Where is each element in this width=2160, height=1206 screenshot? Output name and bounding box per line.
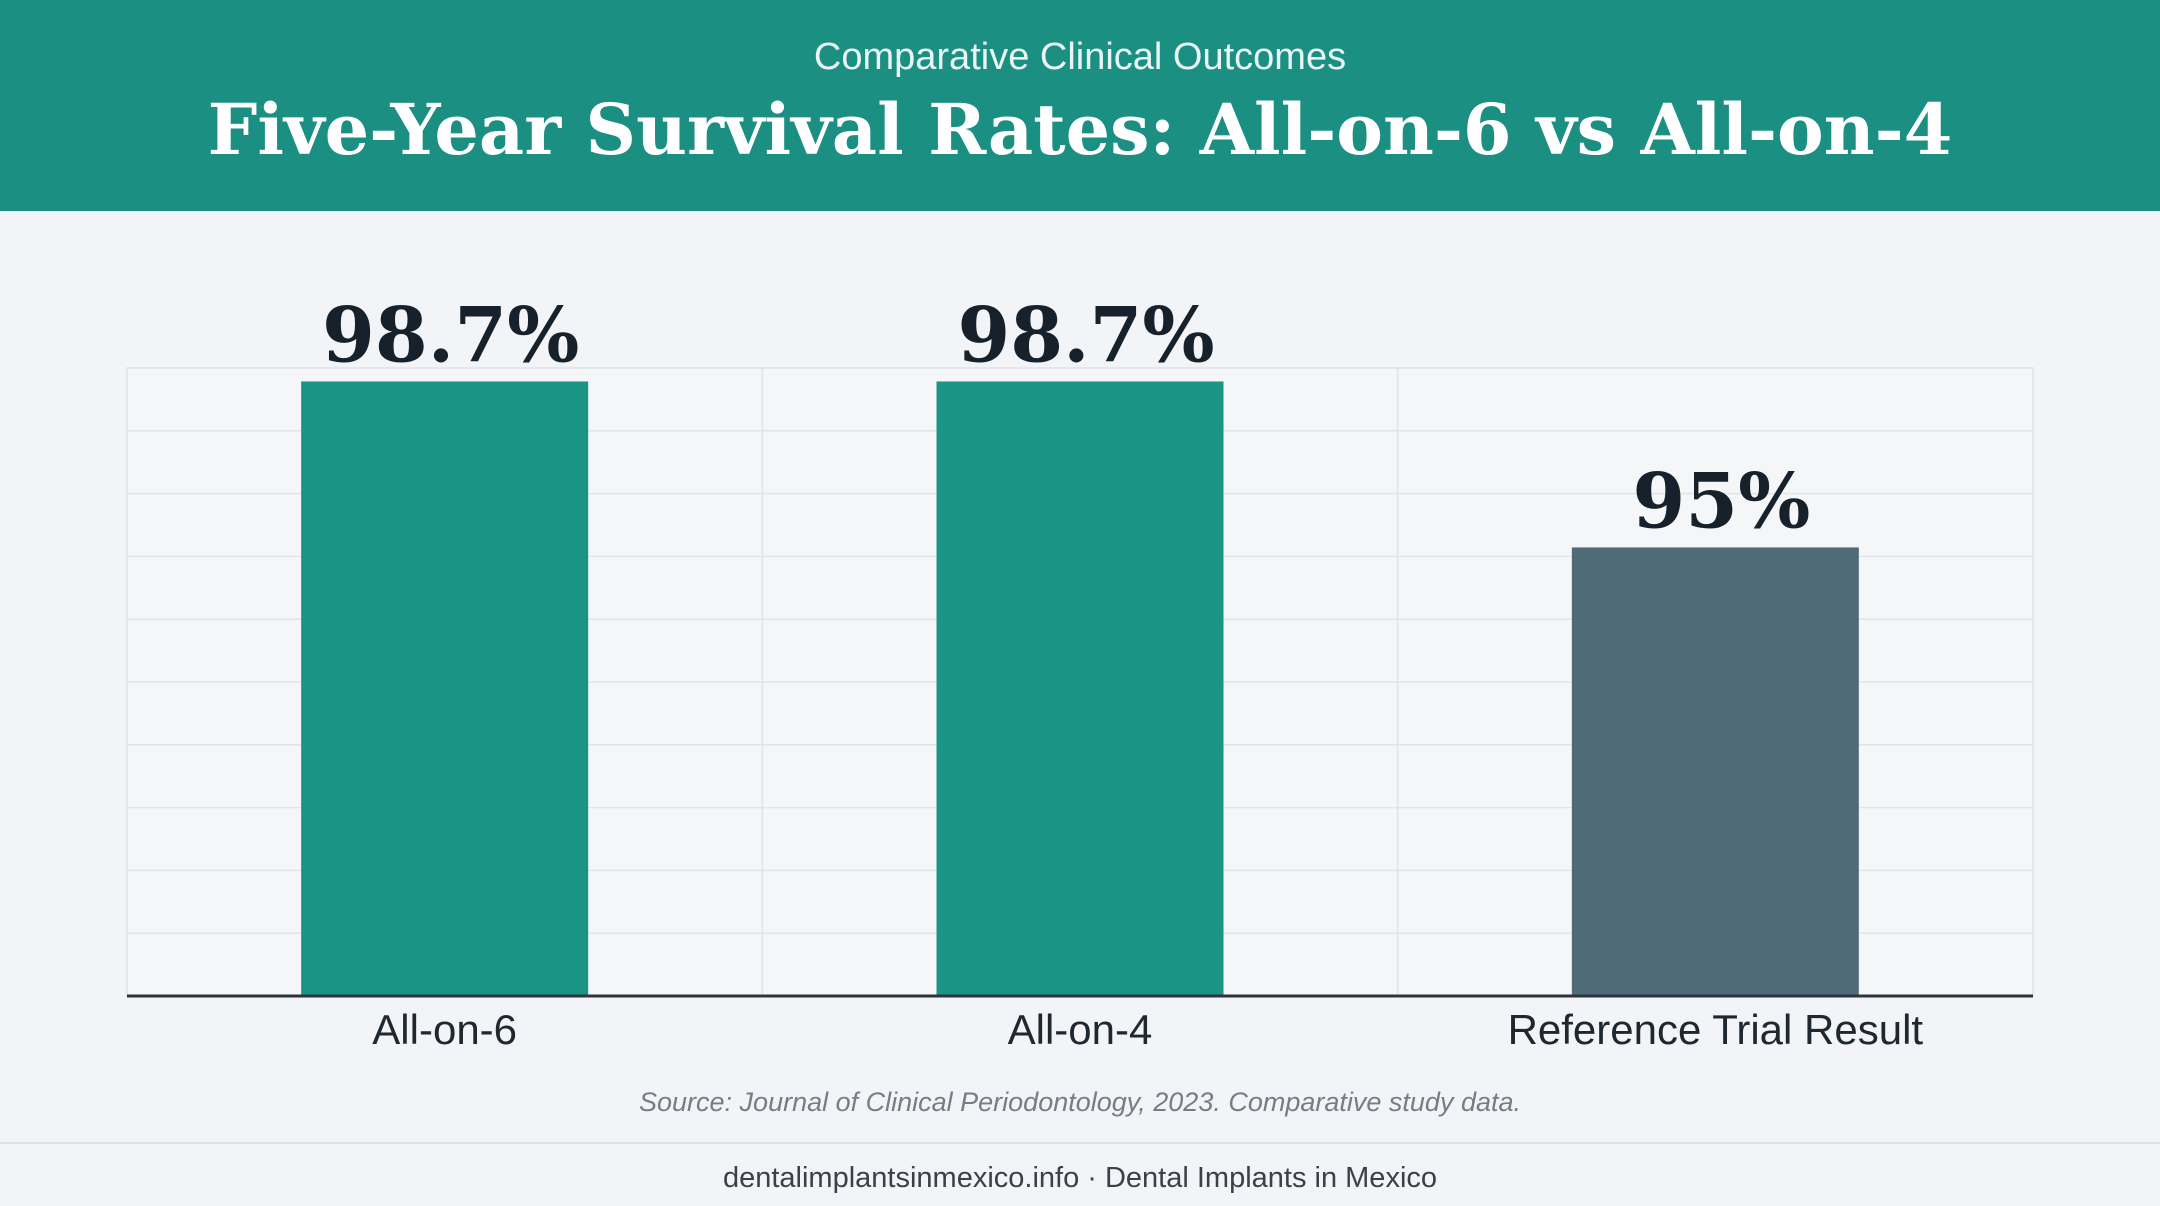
bar xyxy=(936,381,1224,996)
chart-header: Comparative Clinical Outcomes Five-Year … xyxy=(0,0,2160,211)
bar xyxy=(301,381,589,996)
category-label: All-on-6 xyxy=(372,1006,517,1053)
chart-subtitle: Comparative Clinical Outcomes xyxy=(813,36,1347,78)
chart-title: Five-Year Survival Rates: All-on-6 vs Al… xyxy=(207,88,1953,171)
footer-credit: dentalimplantsinmexico.info · Dental Imp… xyxy=(722,1162,1438,1194)
bar-chart: 98.7% All-on-6 98.7% All-on-4 95% Reference T… xyxy=(0,211,2160,1131)
data-label: 98.7% xyxy=(957,290,1214,379)
data-label: 98.7% xyxy=(322,290,579,379)
chart-canvas: 98.7% All-on-6 98.7% All-on-4 95% Reference T… xyxy=(126,290,2034,1053)
data-label: 95% xyxy=(1632,456,1810,545)
footer-divider xyxy=(0,1142,2160,1144)
bar xyxy=(1571,547,1859,996)
category-label: All-on-4 xyxy=(1008,1006,1153,1053)
source-note: Source: Journal of Clinical Periodontolo… xyxy=(639,1087,1521,1117)
category-label: Reference Trial Result xyxy=(1508,1006,1924,1053)
